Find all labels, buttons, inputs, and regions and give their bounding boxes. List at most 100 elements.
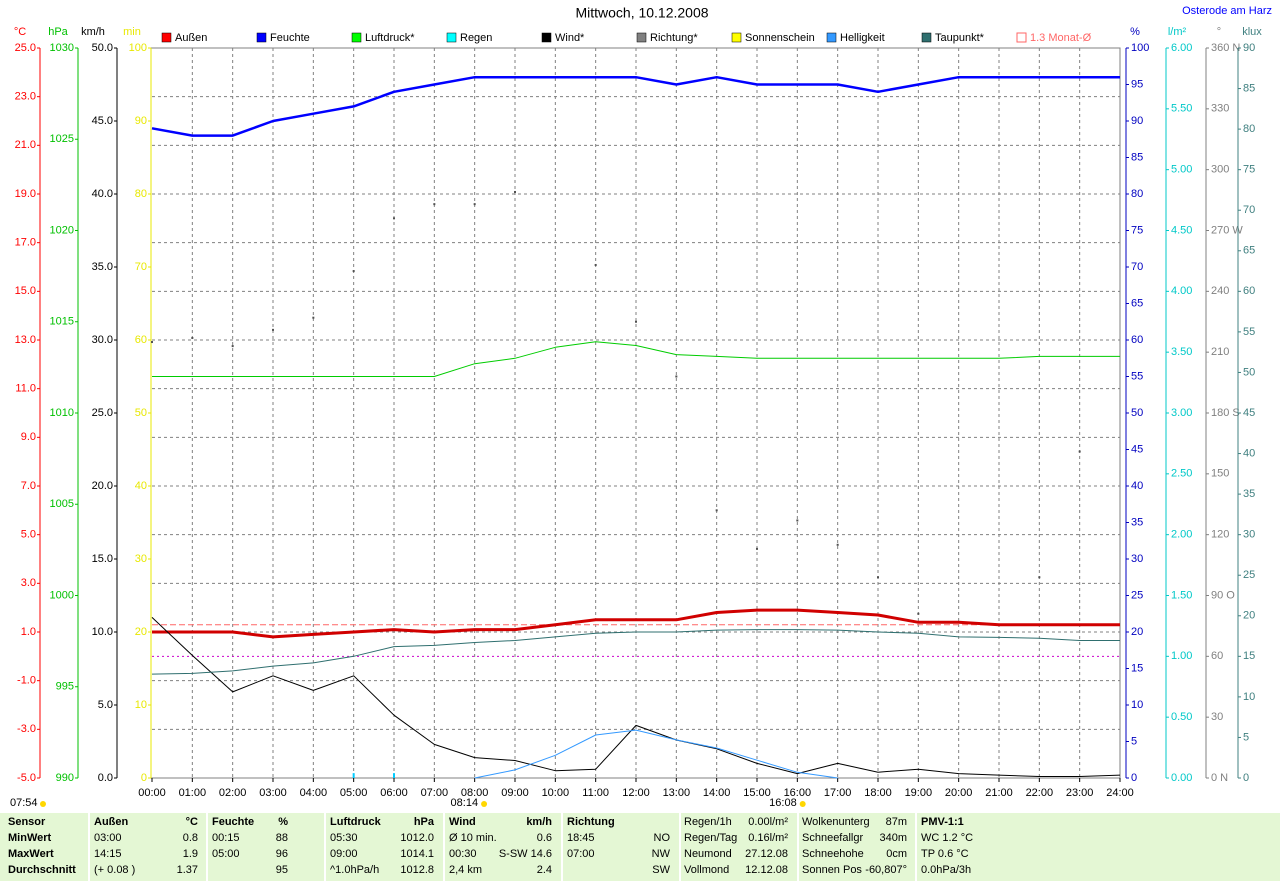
- y-tick-label: 100: [129, 42, 147, 54]
- y-tick-label: 25.0: [15, 42, 36, 54]
- x-tick-label: 11:00: [582, 787, 609, 799]
- y-tick-label: 180 S: [1211, 407, 1240, 419]
- axis-unit: klux: [1242, 26, 1262, 38]
- x-tick-label: 21:00: [985, 787, 1013, 799]
- legend-label: Richtung*: [650, 32, 698, 44]
- series-line: [151, 629, 1120, 675]
- y-tick-label: 1.50: [1171, 589, 1192, 601]
- direction-dot: [715, 509, 718, 512]
- y-tick-label: 1020: [50, 224, 74, 236]
- series-line: [151, 617, 1121, 777]
- y-tick-label: 150: [1211, 468, 1229, 480]
- chart-title: Mittwoch, 10.12.2008: [575, 5, 708, 21]
- x-tick-label: 14:00: [703, 787, 731, 799]
- y-tick-label: 1000: [50, 589, 74, 601]
- rain-bar: [352, 773, 355, 778]
- sun-label: 16:08: [769, 797, 797, 809]
- y-tick-label: 35: [1243, 488, 1255, 500]
- y-tick-label: 0: [141, 772, 147, 784]
- y-tick-label: 30: [1211, 711, 1223, 723]
- stats-cell: 88: [276, 832, 288, 844]
- y-tick-label: 3.50: [1171, 346, 1192, 358]
- series-line: [152, 341, 1120, 377]
- y-tick-label: 10: [1131, 699, 1143, 711]
- axis-unit: l/m²: [1168, 26, 1187, 38]
- stats-cell: NW: [652, 848, 671, 860]
- sun-mark: [481, 801, 488, 807]
- y-tick-label: 7.0: [21, 480, 36, 492]
- x-tick-label: 04:00: [300, 787, 328, 799]
- stats-cell: km/h: [526, 816, 552, 828]
- y-tick-label: 2.00: [1171, 529, 1192, 541]
- direction-dot: [917, 612, 920, 615]
- y-tick-label: 0.0: [98, 772, 113, 784]
- y-tick-label: 1010: [50, 407, 74, 419]
- direction-dot: [756, 547, 758, 550]
- legend-swatch: [161, 32, 172, 43]
- direction-dot: [836, 543, 839, 546]
- y-tick-label: 20: [135, 626, 147, 638]
- stats-cell: ^1.0hPa/h: [330, 864, 379, 876]
- series-line: [474, 729, 838, 779]
- x-tick-label: 20:00: [945, 787, 973, 799]
- stats-block: [445, 813, 561, 881]
- stats-cell: 07:00: [567, 848, 595, 860]
- stats-block: [681, 813, 797, 881]
- direction-dot: [514, 190, 516, 193]
- x-tick-label: 18:00: [864, 787, 892, 799]
- y-tick-label: 5: [1243, 731, 1249, 743]
- stats-cell: Schneehohe: [802, 848, 864, 860]
- y-tick-label: 4.50: [1171, 224, 1192, 236]
- x-tick-label: 03:00: [259, 787, 287, 799]
- y-tick-label: 50: [135, 407, 147, 419]
- x-tick-label: 02:00: [219, 787, 247, 799]
- stats-cell: MaxWert: [8, 848, 54, 860]
- x-tick-label: 13:00: [663, 787, 691, 799]
- direction-dot: [635, 320, 637, 323]
- sun-mark: [799, 801, 806, 807]
- stats-cell: 1.9: [183, 848, 198, 860]
- stats-block: [326, 813, 443, 881]
- direction-dot: [393, 217, 395, 220]
- stats-cell: Regen/Tag: [684, 832, 737, 844]
- axis-unit: km/h: [81, 26, 105, 38]
- legend-swatch: [446, 32, 457, 43]
- x-tick-label: 17:00: [824, 787, 852, 799]
- y-tick-label: 30: [1131, 553, 1143, 565]
- stats-cell: 2,4 km: [449, 864, 482, 876]
- stats-cell: 09:00: [330, 848, 358, 860]
- x-tick-label: 05:00: [340, 787, 368, 799]
- y-tick-label: 90 O: [1211, 589, 1235, 601]
- direction-dot: [796, 519, 799, 522]
- stats-cell: S-SW 14.6: [499, 848, 552, 860]
- legend-label: Luftdruck*: [365, 32, 415, 44]
- y-tick-label: 60: [1131, 334, 1143, 346]
- y-tick-label: 3.0: [21, 577, 36, 589]
- direction-dot: [594, 263, 597, 266]
- stats-cell: -60,807°: [865, 864, 907, 876]
- direction-dot: [877, 576, 879, 579]
- y-tick-label: 100: [1131, 42, 1149, 54]
- stats-block: [563, 813, 679, 881]
- y-tick-label: 0.50: [1171, 711, 1192, 723]
- legend-label: Sonnenschein: [745, 32, 815, 44]
- y-tick-label: 25: [1131, 589, 1143, 601]
- series-line: [152, 608, 1120, 639]
- legend-label: Wind*: [555, 32, 585, 44]
- stats-cell: °C: [186, 816, 198, 828]
- direction-dot: [1038, 576, 1041, 579]
- y-tick-label: 50: [1243, 366, 1255, 378]
- y-tick-label: 1030: [50, 42, 74, 54]
- y-tick-label: 5.0: [21, 529, 36, 541]
- legend-label: Regen: [460, 32, 492, 44]
- stats-cell: Feuchte: [212, 816, 254, 828]
- y-tick-label: 270 W: [1211, 224, 1243, 236]
- stats-block: [0, 813, 88, 881]
- stats-cell: 1012.8: [400, 864, 434, 876]
- x-tick-label: 09:00: [501, 787, 529, 799]
- stats-cell: 0.00l/m²: [748, 816, 788, 828]
- y-tick-label: 19.0: [15, 188, 36, 200]
- direction-dot: [1078, 450, 1081, 453]
- axis-unit: hPa: [48, 26, 68, 38]
- location: Osterode am Harz: [1182, 5, 1272, 17]
